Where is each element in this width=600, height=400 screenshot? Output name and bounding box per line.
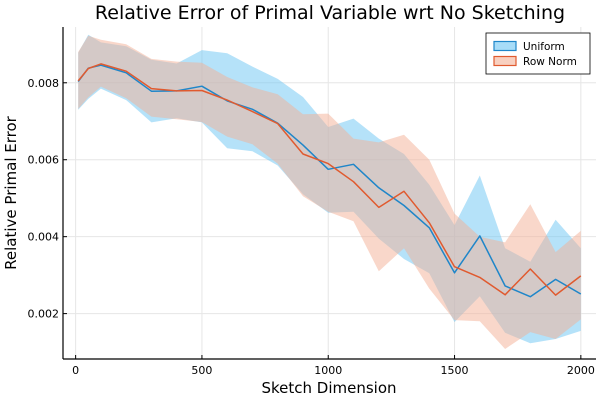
y-tick-label: 0.008 [28,77,60,90]
y-tick-label: 0.002 [28,308,60,321]
series-line-uniform [77,64,582,298]
legend-label: Row Norm [523,56,577,68]
chart-title: Relative Error of Primal Variable wrt No… [95,2,565,24]
x-tick-label: 2000 [567,364,595,377]
x-tick-label: 1000 [314,364,342,377]
legend: Uniform Row Norm [485,32,591,75]
legend-swatch [493,40,517,52]
series-lines [77,63,582,298]
legend-box [485,32,591,75]
x-tick-label: 1500 [441,364,469,377]
axes [62,27,596,360]
y-tick-label: 0.004 [28,231,60,244]
legend-swatch [493,55,517,67]
x-axis-label: Sketch Dimension [261,379,396,397]
legend-label: Uniform [523,41,565,53]
series-line-row-norm [77,63,582,296]
x-tick-label: 0 [72,364,79,377]
y-tick-label: 0.006 [28,154,60,167]
x-tick-label: 500 [191,364,212,377]
tick-labels: 0 500 1000 1500 2000 0.002 0.004 0.006 0.008 [28,77,595,377]
y-axis-label: Relative Primal Error [2,115,20,270]
